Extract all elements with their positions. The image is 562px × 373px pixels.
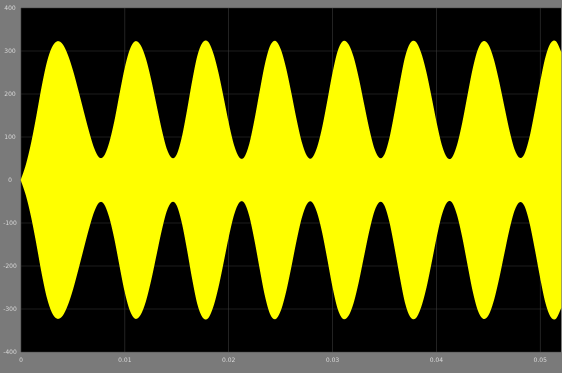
y-tick-label: 400 — [4, 5, 16, 12]
y-axis-ticks: 400 300 200 100 0 -100 -200 -300 -400 — [3, 5, 17, 356]
x-tick-label: 0.01 — [118, 357, 132, 364]
y-tick-label: -200 — [3, 263, 17, 270]
y-tick-label: -100 — [3, 220, 17, 227]
y-tick-label: 300 — [4, 48, 16, 55]
x-tick-label: 0.05 — [534, 357, 548, 364]
y-tick-label: -300 — [3, 306, 17, 313]
y-tick-label: -400 — [3, 349, 17, 356]
x-axis-ticks: 0 0.01 0.02 0.03 0.04 0.05 — [19, 357, 547, 364]
signal-envelope-fill — [20, 40, 562, 320]
y-tick-label: 100 — [4, 134, 16, 141]
x-tick-label: 0.03 — [326, 357, 340, 364]
x-tick-label: 0 — [19, 357, 23, 364]
y-tick-label: 200 — [4, 91, 16, 98]
x-tick-label: 0.04 — [430, 357, 444, 364]
y-tick-label: 0 — [8, 177, 12, 184]
x-tick-label: 0.02 — [222, 357, 236, 364]
